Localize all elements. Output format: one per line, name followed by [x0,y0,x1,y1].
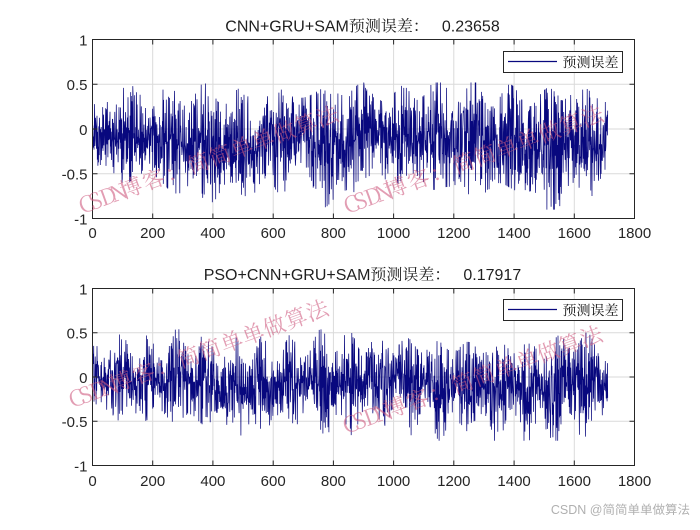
svg-text:CSDN @: CSDN @ [551,503,603,517]
svg-text:-1: -1 [74,458,87,475]
svg-text:0.5: 0.5 [67,326,88,343]
svg-text:0: 0 [79,122,87,139]
svg-text:1200: 1200 [437,473,470,490]
svg-text:800: 800 [321,225,346,242]
svg-text:-0.5: -0.5 [62,167,88,184]
svg-text:1: 1 [79,32,87,49]
svg-text:1400: 1400 [497,473,530,490]
svg-text:CNN+GRU+SAM: CNN+GRU+SAM [225,19,349,36]
svg-text:1: 1 [79,281,87,298]
svg-text:0.5: 0.5 [67,77,88,94]
svg-text:PSO+CNN+GRU+SAM: PSO+CNN+GRU+SAM [204,267,371,284]
svg-text:1600: 1600 [558,225,591,242]
svg-text:600: 600 [261,225,286,242]
svg-text:0.23658: 0.23658 [442,19,500,36]
svg-text:1800: 1800 [618,473,651,490]
svg-text:-1: -1 [74,211,87,228]
svg-text:0: 0 [88,225,96,242]
svg-text:0: 0 [79,370,87,387]
svg-text:0.17917: 0.17917 [463,267,521,284]
svg-text:-0.5: -0.5 [62,414,88,431]
svg-text:1000: 1000 [377,473,410,490]
svg-text:1000: 1000 [377,225,410,242]
svg-text:400: 400 [200,225,225,242]
svg-text:1800: 1800 [618,225,651,242]
svg-text:200: 200 [140,225,165,242]
svg-text:200: 200 [140,473,165,490]
svg-text:400: 400 [200,473,225,490]
svg-text:800: 800 [321,473,346,490]
svg-text:0: 0 [88,473,96,490]
svg-text:1200: 1200 [437,225,470,242]
svg-text:1400: 1400 [497,225,530,242]
svg-text:1600: 1600 [558,473,591,490]
svg-text:600: 600 [261,473,286,490]
